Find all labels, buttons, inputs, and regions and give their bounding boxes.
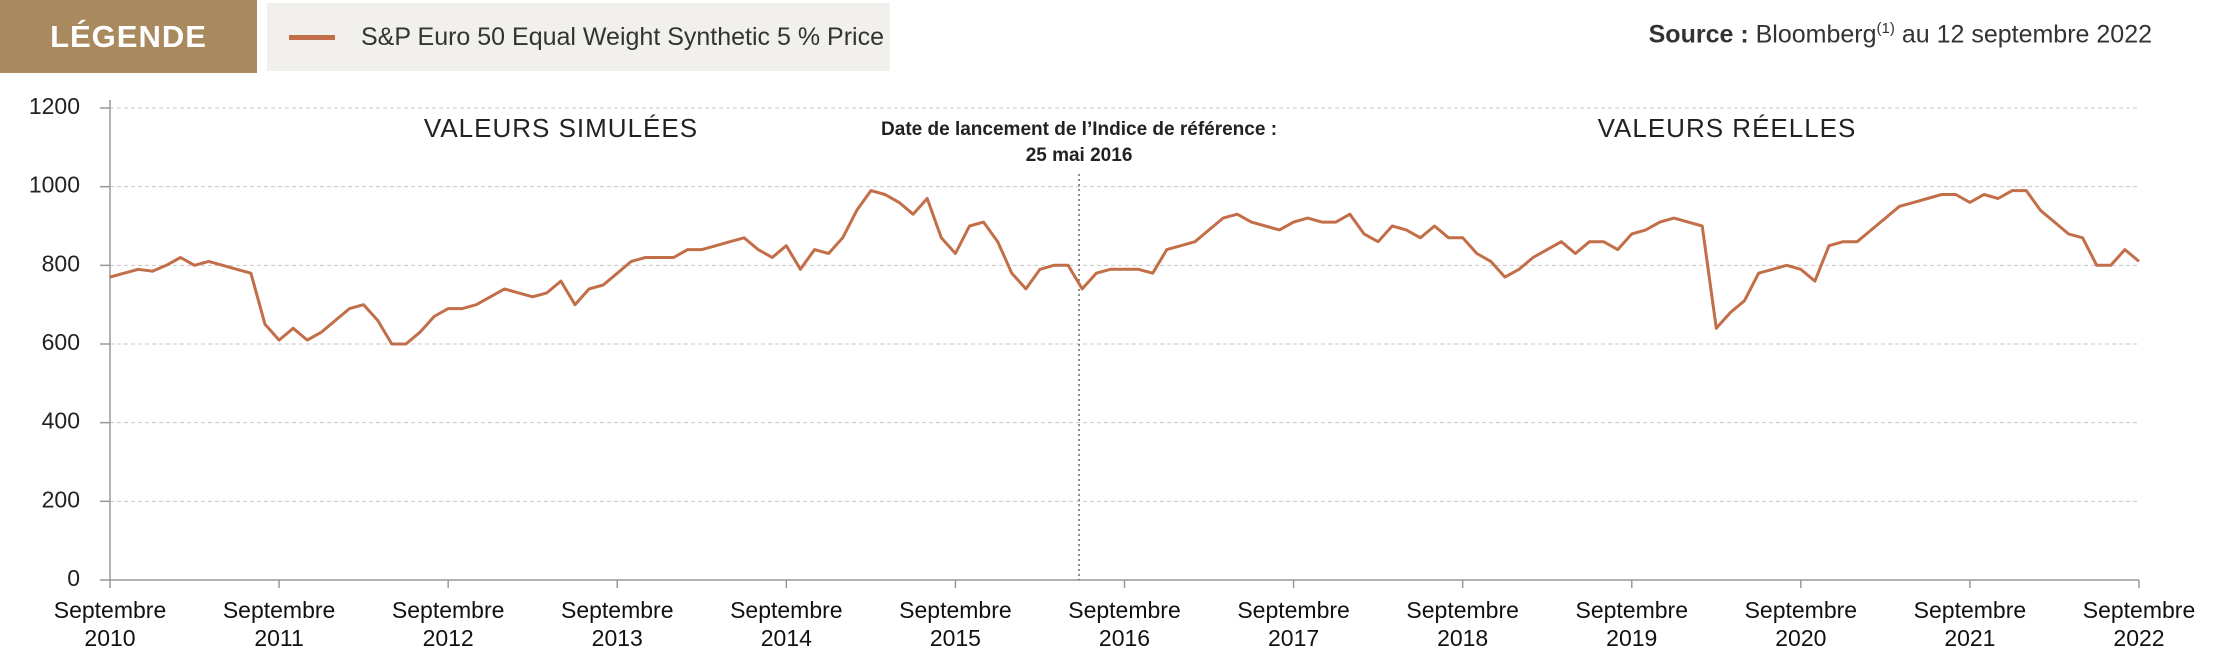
- y-tick-label: 800: [42, 250, 80, 276]
- legend-title: LÉGENDE: [0, 0, 257, 73]
- x-tick-label: Septembre 2016: [1068, 597, 1181, 651]
- x-tick-label: Septembre 2019: [1575, 597, 1688, 651]
- y-tick-label: 200: [42, 486, 80, 512]
- source-text: Bloomberg: [1755, 20, 1877, 49]
- y-tick-label: 600: [42, 329, 80, 355]
- legend: S&P Euro 50 Equal Weight Synthetic 5 % P…: [267, 3, 890, 71]
- x-tick-label: Septembre 2010: [53, 597, 167, 651]
- x-tick-label: Septembre 2021: [1913, 597, 2027, 651]
- y-tick-label: 1000: [29, 172, 80, 198]
- x-tick-label: Septembre 2014: [730, 597, 843, 651]
- x-tick-label: Septembre 2018: [1406, 597, 1519, 651]
- legend-swatch: [289, 34, 335, 40]
- series-line: [109, 189, 2140, 346]
- source: Source : Bloomberg(1) au 12 septembre 20…: [1649, 20, 2152, 49]
- x-tick-label: Septembre 2017: [1237, 597, 1350, 651]
- y-tick-label: 400: [42, 408, 80, 434]
- source-label: Source :: [1648, 20, 1749, 49]
- annotation: 25 mai 2016: [1026, 145, 1133, 166]
- source-rest: au 12 septembre 2022: [1901, 20, 2152, 49]
- x-tick-label: Septembre 2022: [2082, 597, 2196, 651]
- source-note: (1): [1876, 20, 1895, 37]
- legend-label: S&P Euro 50 Equal Weight Synthetic 5 % P…: [361, 22, 884, 51]
- y-tick-label: 1200: [29, 93, 80, 119]
- x-tick-label: Septembre 2020: [1744, 597, 1858, 651]
- annotation: VALEURS RÉELLES: [1598, 113, 1857, 143]
- annotation: Date de lancement de l’Indice de référen…: [881, 119, 1277, 140]
- x-tick-label: Septembre 2015: [899, 597, 1012, 651]
- x-tick-label: Septembre 2011: [222, 597, 336, 651]
- x-tick-label: Septembre 2012: [391, 597, 505, 651]
- x-tick-label: Septembre 2013: [560, 597, 674, 651]
- y-tick-label: 0: [67, 565, 80, 591]
- annotation: VALEURS SIMULÉES: [424, 113, 698, 143]
